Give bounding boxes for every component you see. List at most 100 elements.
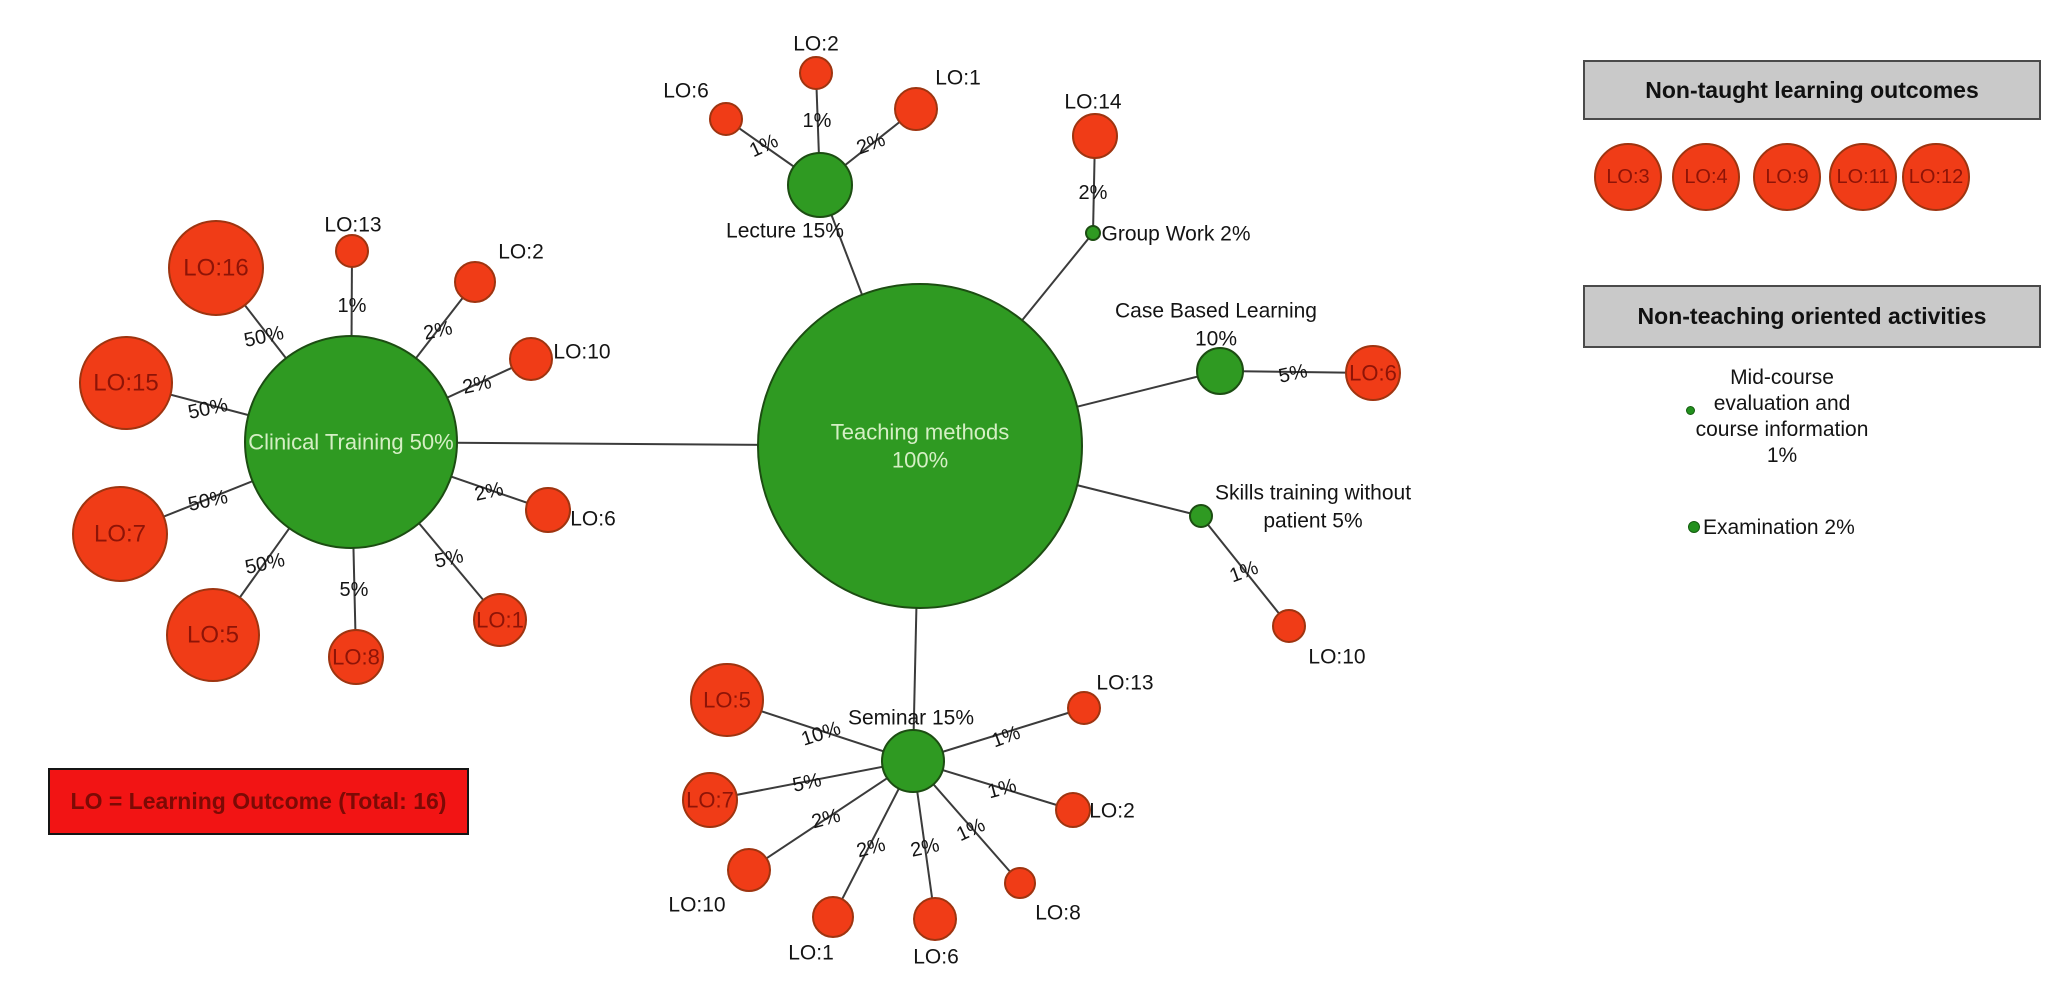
node-label-ct-lo16: LO:16 — [183, 255, 248, 282]
node-ct-lo8 — [328, 629, 384, 685]
node-ct-lo15 — [79, 336, 173, 430]
node-label-sem-lo7: LO:7 — [686, 788, 734, 813]
node-label-cbl: Case Based Learning — [1115, 300, 1317, 323]
edge-label-clinical-ct-lo1: 5% — [433, 545, 466, 573]
node-label-ct-lo8: LO:8 — [332, 645, 380, 670]
edge-seminar-sem-lo10 — [748, 760, 914, 871]
edge-label-clinical-ct-lo10: 2% — [461, 371, 494, 399]
edge-label-seminar-sem-lo7: 5% — [791, 769, 824, 797]
node-label-sem-lo10: LO:10 — [668, 894, 725, 917]
node-ct-lo6 — [525, 487, 571, 533]
examination-dot-icon — [1688, 521, 1700, 533]
node-label-skills: patient 5% — [1263, 510, 1362, 533]
node-label-groupwork: Group Work 2% — [1102, 223, 1251, 246]
node-teaching — [757, 283, 1083, 609]
node-label-ct-lo15: LO:15 — [93, 370, 158, 397]
node-sem-lo2 — [1055, 792, 1091, 828]
node-label-ct-lo1: LO:1 — [476, 608, 524, 633]
examination-entry: Examination 2% — [1703, 516, 1855, 539]
edge-label-seminar-sem-lo5: 10% — [799, 717, 844, 750]
legend-box: LO = Learning Outcome (Total: 16) — [48, 768, 469, 835]
node-ct-lo13 — [335, 234, 369, 268]
edge-label-clinical-ct-lo6: 2% — [473, 478, 506, 506]
node-skills — [1189, 504, 1213, 528]
midcourse-line: evaluation and — [1713, 392, 1851, 415]
edge-label-cbl-cbl-lo6: 5% — [1277, 360, 1310, 388]
node-label-ct-lo6: LO:6 — [570, 508, 616, 531]
midcourse-line: 1% — [1766, 444, 1798, 467]
non-teaching-title: Non-teaching oriented activities — [1637, 303, 1987, 329]
node-sem-lo6 — [913, 897, 957, 941]
node-label-clinical: Clinical Training 50% — [248, 430, 453, 455]
node-label-sk-lo10: LO:10 — [1308, 646, 1365, 669]
edge-label-clinical-ct-lo8: 5% — [340, 579, 369, 601]
midcourse-dot-icon — [1686, 406, 1695, 415]
node-label-ct-lo13: LO:13 — [324, 214, 381, 237]
edge-label-seminar-sem-lo10: 2% — [809, 805, 843, 834]
node-label-ct-lo7: LO:7 — [94, 521, 146, 548]
node-seminar — [881, 729, 945, 793]
non-taught-lo-circle: LO:11 — [1829, 143, 1897, 211]
node-sem-lo7 — [682, 772, 738, 828]
midcourse-line: course information — [1695, 418, 1869, 441]
node-groupwork — [1085, 225, 1101, 241]
node-ct-lo2 — [454, 261, 496, 303]
node-sem-lo8 — [1004, 867, 1036, 899]
edge-label-clinical-ct-lo15: 50% — [186, 394, 230, 424]
edge-label-lecture-lec-lo2: 1% — [803, 110, 832, 132]
edge-seminar-sem-lo7 — [709, 760, 914, 801]
edge-label-seminar-sem-lo13: 1% — [989, 722, 1024, 753]
node-sem-lo10 — [727, 848, 771, 892]
midcourse-entry: Mid-course evaluation and course informa… — [1662, 365, 1902, 469]
node-ct-lo7 — [72, 486, 168, 582]
node-label-seminar: Seminar 15% — [848, 707, 974, 730]
non-taught-lo-label: LO:12 — [1908, 165, 1964, 188]
node-label-lec-lo1: LO:1 — [935, 67, 981, 90]
non-taught-lo-circle: LO:4 — [1672, 143, 1740, 211]
node-lecture — [787, 152, 853, 218]
node-label-lec-lo2: LO:2 — [793, 33, 839, 56]
node-label-gw-lo14: LO:14 — [1064, 91, 1122, 114]
edge-label-clinical-ct-lo2: 2% — [422, 317, 455, 345]
edge-label-clinical-ct-lo7: 50% — [186, 486, 230, 516]
node-label-sem-lo2: LO:2 — [1089, 800, 1135, 823]
node-lec-lo1 — [894, 87, 938, 131]
edge-label-lecture-lec-lo6: 1% — [746, 130, 782, 162]
node-label-ct-lo5: LO:5 — [187, 622, 239, 649]
node-ct-lo5 — [166, 588, 260, 682]
node-sem-lo13 — [1067, 691, 1101, 725]
node-cbl — [1196, 347, 1244, 395]
node-sem-lo1 — [812, 896, 854, 938]
non-taught-lo-label: LO:4 — [1684, 165, 1728, 188]
non-taught-lo-circle: LO:9 — [1753, 143, 1821, 211]
node-label-teaching: 100% — [892, 448, 948, 473]
node-gw-lo14 — [1072, 113, 1118, 159]
non-taught-title: Non-taught learning outcomes — [1645, 76, 1979, 103]
node-label-sem-lo8: LO:8 — [1035, 902, 1081, 925]
non-taught-lo-label: LO:11 — [1836, 165, 1890, 188]
node-label-ct-lo10: LO:10 — [553, 341, 610, 364]
non-taught-lo-label: LO:3 — [1606, 165, 1650, 188]
non-taught-lo-circle: LO:3 — [1594, 143, 1662, 211]
edge-label-seminar-sem-lo6: 2% — [909, 834, 942, 862]
edge-label-skills-sk-lo10: 1% — [1227, 557, 1262, 588]
edge-label-clinical-ct-lo13: 1% — [338, 295, 367, 317]
node-ct-lo10 — [509, 337, 553, 381]
node-label-lec-lo6: LO:6 — [663, 80, 709, 103]
node-sk-lo10 — [1272, 609, 1306, 643]
non-taught-lo-label: LO:9 — [1765, 165, 1809, 188]
non-taught-lo-circle: LO:12 — [1902, 143, 1970, 211]
edge-skills-sk-lo10 — [1200, 515, 1290, 627]
edge-label-clinical-ct-lo5: 50% — [243, 549, 287, 579]
node-label-sem-lo6: LO:6 — [913, 946, 959, 969]
node-label-cbl: 10% — [1195, 328, 1237, 351]
edge-label-lecture-lec-lo1: 2% — [854, 129, 889, 160]
non-taught-panel-header: Non-taught learning outcomes — [1583, 60, 2041, 120]
edge-label-clinical-ct-lo16: 50% — [242, 322, 286, 352]
midcourse-line: Mid-course — [1730, 366, 1834, 389]
edge-label-seminar-sem-lo1: 2% — [854, 834, 888, 863]
node-lec-lo2 — [799, 56, 833, 90]
node-lec-lo6 — [709, 102, 743, 136]
node-label-sem-lo13: LO:13 — [1096, 672, 1153, 695]
